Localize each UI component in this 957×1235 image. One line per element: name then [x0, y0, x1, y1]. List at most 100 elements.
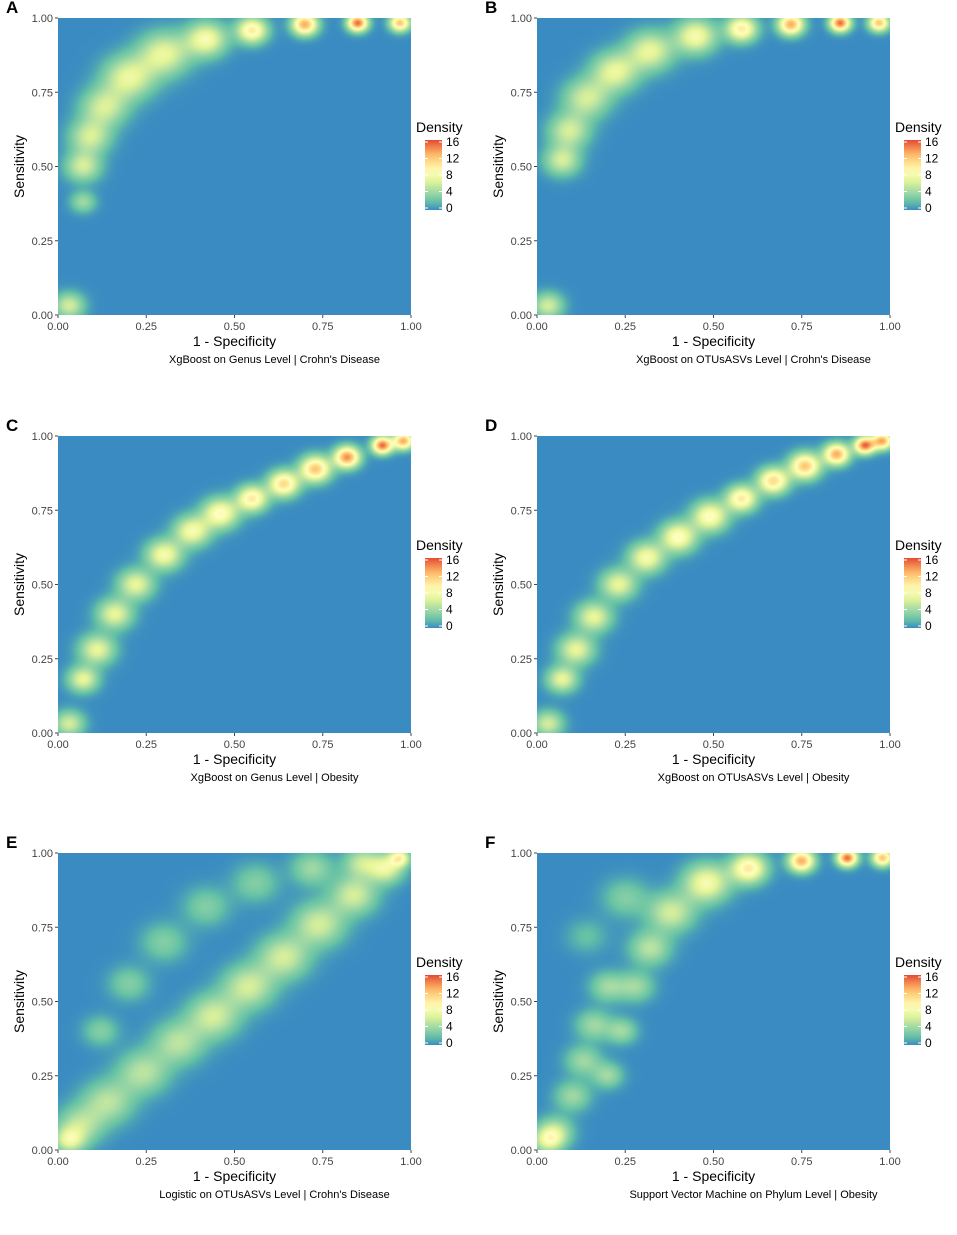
- x-tick-label: 1.00: [400, 739, 421, 751]
- y-tick-label: 0.75: [32, 505, 53, 517]
- legend-tick-label: 12: [446, 152, 460, 166]
- legend-tick-label: 4: [446, 1020, 453, 1034]
- y-axis-label: Sensitivity: [11, 553, 27, 616]
- x-axis-label: 1 - Specificity: [672, 751, 755, 767]
- panel-caption: XgBoost on Genus Level | Crohn's Disease: [169, 354, 380, 366]
- y-tick-label: 0.25: [32, 654, 53, 666]
- y-tick-label: 0.25: [511, 236, 532, 248]
- x-tick-label: 0.00: [47, 1156, 68, 1168]
- x-tick-label: 1.00: [879, 321, 900, 333]
- x-axis-label: 1 - Specificity: [193, 751, 276, 767]
- panel-letter: C: [6, 416, 19, 435]
- x-tick-label: 0.75: [312, 321, 333, 333]
- legend-tick-label: 12: [446, 987, 460, 1001]
- panel-letter: F: [485, 833, 496, 852]
- legend-tick-label: 0: [925, 619, 932, 633]
- x-tick-label: 1.00: [400, 1156, 421, 1168]
- y-tick-label: 1.00: [511, 13, 532, 25]
- y-tick-label: 0.25: [32, 236, 53, 248]
- legend-tick-label: 16: [925, 135, 939, 149]
- legend-tick-label: 4: [446, 185, 453, 199]
- legend-colorbar: [425, 140, 442, 210]
- x-tick-label: 0.25: [615, 1156, 636, 1168]
- legend-tick-label: 4: [925, 1020, 932, 1034]
- panel-d: D 0.00 0.00 0.25 0.25 0.50 0.50 0.75 0.75 1.00 1.0…: [479, 416, 957, 818]
- legend-tick-label: 8: [925, 1003, 932, 1017]
- x-tick-label: 0.25: [615, 321, 636, 333]
- panel-b: B 0.00 0.00 0.25 0.25 0.50 0.50 0.75 0.75 1.00 1.0…: [479, 0, 957, 400]
- legend-tick-label: 8: [446, 1003, 453, 1017]
- panel-letter: A: [6, 0, 19, 17]
- panel-caption: XgBoost on Genus Level | Obesity: [191, 772, 359, 784]
- legend-tick-label: 12: [925, 152, 939, 166]
- legend-tick-label: 0: [925, 201, 932, 215]
- panel-f: F 0.00 0.00 0.25 0.25 0.50 0.50 0.75 0.75 1.00 1.0…: [479, 833, 957, 1235]
- x-tick-label: 1.00: [879, 1156, 900, 1168]
- density-chart: 0.000.00 0.25 0.25 0.50 0.50 0.75 0.75 1.00 1.00…: [11, 431, 463, 784]
- panel-letter: D: [485, 416, 498, 435]
- x-tick-label: 0.50: [224, 321, 245, 333]
- legend-tick-label: 4: [446, 603, 453, 617]
- legend-title: Density: [895, 537, 942, 553]
- panel-caption: XgBoost on OTUsASVs Level | Obesity: [658, 772, 850, 784]
- panel-letter: B: [485, 0, 498, 17]
- panel-caption: Logistic on OTUsASVs Level | Crohn's Dis…: [159, 1189, 390, 1201]
- x-tick-label: 0.75: [791, 739, 812, 751]
- y-tick-label: 0.50: [511, 162, 532, 174]
- legend-tick-label: 8: [446, 586, 453, 600]
- density-heatmap: [537, 18, 890, 315]
- x-tick-label: 0.75: [312, 739, 333, 751]
- x-tick-label: 0.75: [312, 1156, 333, 1168]
- y-tick-label: 0.50: [511, 997, 532, 1009]
- y-tick-label: 0.00: [32, 310, 53, 322]
- legend-colorbar: [425, 975, 442, 1045]
- y-axis-label: Sensitivity: [11, 970, 27, 1033]
- x-tick-label: 0.50: [703, 321, 724, 333]
- x-axis-label: 1 - Specificity: [193, 333, 276, 349]
- density-heatmap: [58, 853, 411, 1150]
- y-tick-label: 0.75: [511, 87, 532, 99]
- y-tick-label: 0.25: [32, 1071, 53, 1083]
- panel-a: A 0.00 0.00 0.25 0.25 0.50 0.50 0.75 0.75 1.00 1.0…: [0, 0, 478, 400]
- density-heatmap: [58, 18, 411, 315]
- y-axis-label: Sensitivity: [11, 135, 27, 198]
- x-tick-label: 0.50: [224, 739, 245, 751]
- legend-tick-label: 0: [925, 1036, 932, 1050]
- y-tick-label: 0.50: [511, 580, 532, 592]
- legend-title: Density: [416, 119, 463, 135]
- density-heatmap: [537, 853, 890, 1150]
- legend-colorbar: [425, 558, 442, 628]
- y-tick-label: 0.00: [32, 728, 53, 740]
- density-chart: 0.000.00 0.25 0.25 0.50 0.50 0.75 0.75 1.00 1.00…: [11, 13, 463, 366]
- density-chart: 0.000.00 0.25 0.25 0.50 0.50 0.75 0.75 1.00 1.00…: [490, 848, 942, 1201]
- y-tick-label: 0.75: [32, 922, 53, 934]
- legend-tick-label: 8: [446, 168, 453, 182]
- y-tick-label: 0.50: [32, 580, 53, 592]
- panel-letter: E: [6, 833, 18, 852]
- y-tick-label: 0.75: [32, 87, 53, 99]
- panel-e: E 0.00 0.00 0.25 0.25 0.50 0.50 0.75 0.75 1.00 1.0…: [0, 833, 478, 1235]
- x-tick-label: 0.25: [136, 739, 157, 751]
- panel-c: C 0.00 0.00 0.25 0.25 0.50 0.50 0.75 0.75 1.00 1.0…: [0, 416, 478, 818]
- y-tick-label: 0.25: [511, 654, 532, 666]
- x-tick-label: 0.25: [136, 1156, 157, 1168]
- legend-tick-label: 12: [925, 987, 939, 1001]
- legend-tick-label: 4: [925, 185, 932, 199]
- y-axis-label: Sensitivity: [490, 553, 506, 616]
- legend-tick-label: 12: [446, 570, 460, 584]
- x-tick-label: 0.25: [615, 739, 636, 751]
- density-chart: 0.000.00 0.25 0.25 0.50 0.50 0.75 0.75 1.00 1.00…: [11, 848, 463, 1201]
- x-tick-label: 0.25: [136, 321, 157, 333]
- legend-tick-label: 16: [925, 553, 939, 567]
- legend-title: Density: [895, 119, 942, 135]
- legend-tick-label: 4: [925, 603, 932, 617]
- x-tick-label: 0.00: [526, 1156, 547, 1168]
- x-tick-label: 0.50: [703, 1156, 724, 1168]
- y-tick-label: 1.00: [32, 848, 53, 860]
- y-tick-label: 1.00: [32, 431, 53, 443]
- y-tick-label: 0.00: [511, 728, 532, 740]
- x-axis-label: 1 - Specificity: [193, 1168, 276, 1184]
- x-tick-label: 0.75: [791, 1156, 812, 1168]
- legend-tick-label: 16: [446, 970, 460, 984]
- legend-tick-label: 16: [925, 970, 939, 984]
